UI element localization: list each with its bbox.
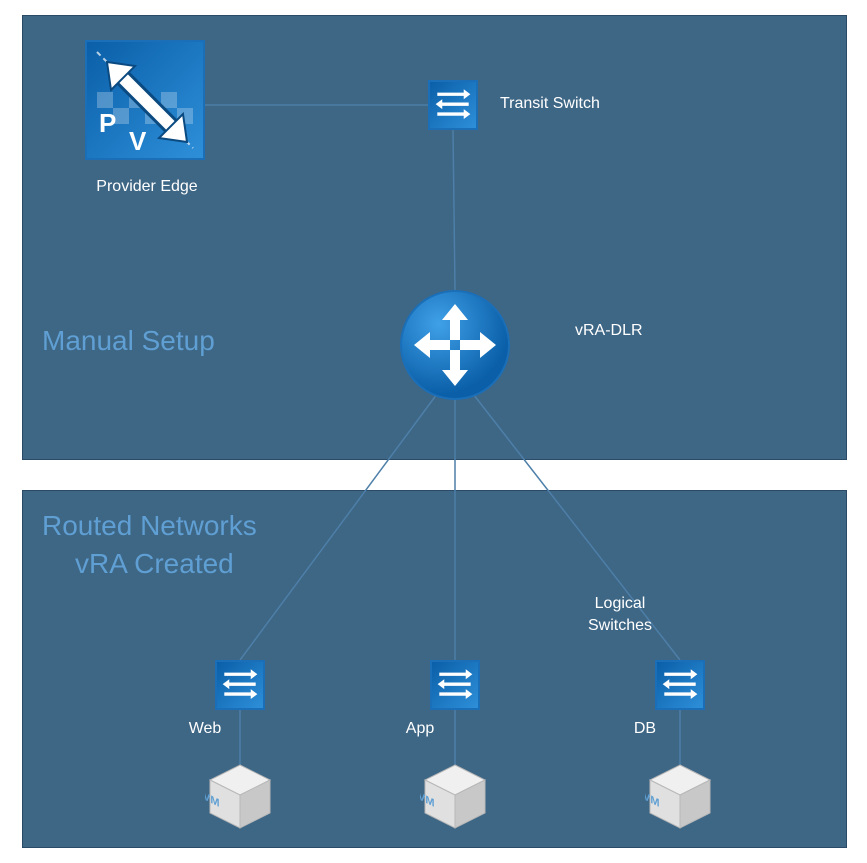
provider-edge-icon: P V xyxy=(85,40,205,160)
title-manual-setup: Manual Setup xyxy=(42,325,215,357)
logical-switches-label-2: Switches xyxy=(580,617,660,635)
title-routed-networks-2: vRA Created xyxy=(75,548,234,580)
db-vm-icon: VM xyxy=(645,760,715,830)
web-label: Web xyxy=(175,720,235,738)
svg-text:V: V xyxy=(129,126,147,156)
logical-switches-label-1: Logical xyxy=(580,595,660,613)
db-switch-icon xyxy=(655,660,705,710)
web-switch-icon xyxy=(215,660,265,710)
app-label: App xyxy=(390,720,450,738)
db-label: DB xyxy=(615,720,675,738)
dlr-icon xyxy=(400,290,510,400)
app-switch-icon xyxy=(430,660,480,710)
transit-switch-icon xyxy=(428,80,478,130)
app-vm-icon: VM xyxy=(420,760,490,830)
transit-switch-label: Transit Switch xyxy=(500,95,620,113)
svg-text:P: P xyxy=(99,108,116,138)
provider-edge-label: Provider Edge xyxy=(82,178,212,196)
title-routed-networks-1: Routed Networks xyxy=(42,510,257,542)
web-vm-icon: VM xyxy=(205,760,275,830)
dlr-label: vRA-DLR xyxy=(575,322,675,340)
